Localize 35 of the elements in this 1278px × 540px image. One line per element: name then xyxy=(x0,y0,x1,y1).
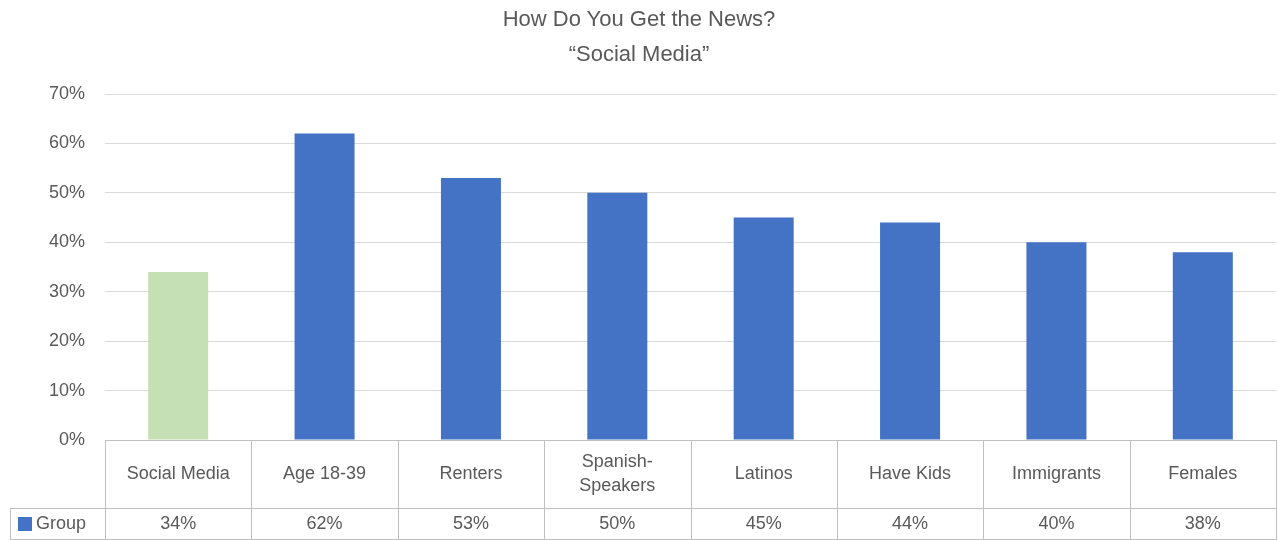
data-label: 40% xyxy=(1038,512,1075,533)
data-label: 50% xyxy=(599,512,636,533)
x-tick-label: Latinos xyxy=(734,462,793,483)
bar xyxy=(880,222,941,440)
x-tick-label: Age 18-39 xyxy=(283,462,367,483)
bar xyxy=(1026,242,1087,440)
x-tick-label: Immigrants xyxy=(1011,462,1101,483)
x-tick-label: Females xyxy=(1168,462,1238,483)
bar xyxy=(733,217,794,440)
y-tick-label: 0% xyxy=(58,428,85,449)
bar xyxy=(294,133,355,440)
bar xyxy=(148,271,209,440)
x-tick-label: Spanish-Speakers xyxy=(579,450,656,495)
y-tick-label: 20% xyxy=(48,330,85,351)
bar xyxy=(587,192,648,440)
data-label: 34% xyxy=(160,512,197,533)
data-label: 62% xyxy=(306,512,343,533)
y-tick-label: 30% xyxy=(48,280,85,301)
chart-subtitle: “Social Media” xyxy=(568,41,710,67)
y-tick-label: 40% xyxy=(48,231,85,252)
data-label: 38% xyxy=(1184,512,1221,533)
x-tick-label: Have Kids xyxy=(869,462,952,483)
bar xyxy=(440,178,501,440)
data-label: 45% xyxy=(745,512,782,533)
y-tick-label: 60% xyxy=(48,132,85,153)
x-tick-label: Renters xyxy=(439,462,503,483)
data-label: 53% xyxy=(452,512,489,533)
legend-label: Group xyxy=(36,512,87,533)
x-tick-label: Social Media xyxy=(126,462,231,483)
chart-title: How Do You Get the News? xyxy=(502,6,776,32)
bar xyxy=(1172,252,1233,440)
y-tick-label: 70% xyxy=(48,82,85,103)
y-tick-label: 50% xyxy=(48,181,85,202)
data-label: 44% xyxy=(892,512,929,533)
y-tick-label: 10% xyxy=(48,379,85,400)
